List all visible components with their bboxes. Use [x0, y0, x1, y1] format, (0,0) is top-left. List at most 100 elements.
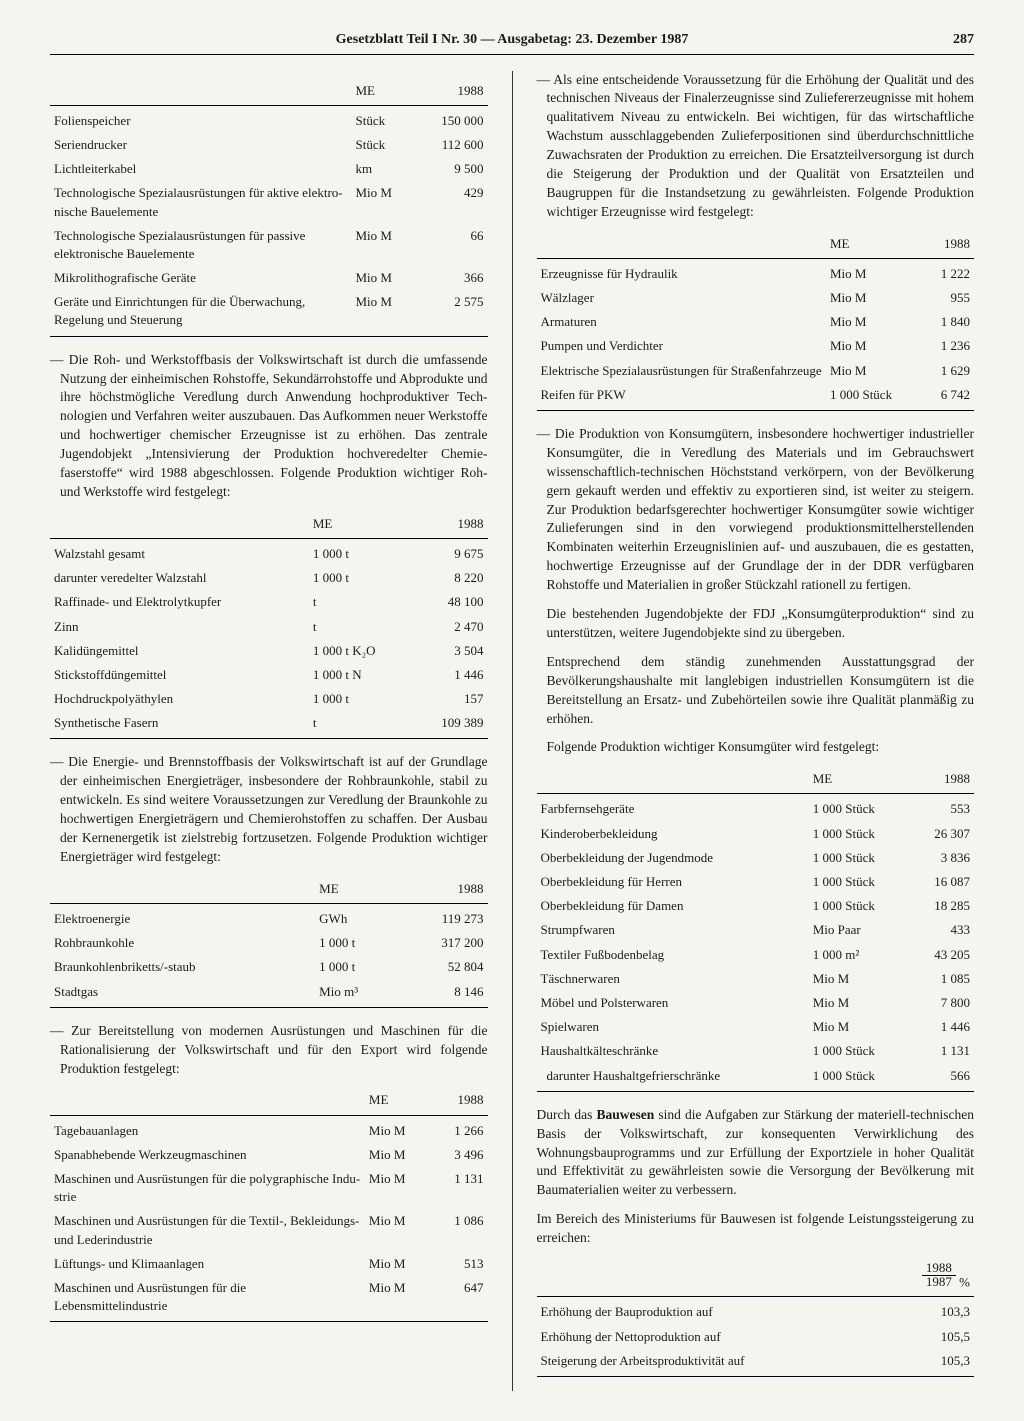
document-columns: ME 1988 FolienspeicherStück150 000Serien… [50, 71, 974, 1391]
para-energie: — Die Energie- und Brennstoffbasis der V… [60, 753, 488, 866]
frac-header: 1988 1987 [922, 1261, 956, 1290]
row-label: Erhöhung der Nettoproduktion auf [537, 1325, 882, 1349]
table-row: Synthetische Fasernt109 389 [50, 711, 488, 739]
t6-header-me: ME [809, 767, 911, 794]
row-value: 8 146 [398, 980, 487, 1008]
table-row: Zinnt2 470 [50, 615, 488, 639]
row-value: 103,3 [882, 1297, 974, 1325]
row-label: Reifen für PKW [537, 383, 826, 411]
para-konsum-a: — Die Produktion von Konsumgütern, insbe… [547, 425, 975, 595]
row-me: 1 000 Stück [809, 846, 911, 870]
table-row: Erhöhung der Nettoproduktion auf105,5 [537, 1325, 975, 1349]
row-me: t [309, 711, 413, 739]
row-value: 553 [910, 794, 974, 822]
t3-header-year: 1988 [398, 877, 487, 904]
t4-header-year: 1988 [432, 1088, 488, 1115]
row-me: 1 000 t N [309, 663, 413, 687]
row-me: Mio M [365, 1143, 432, 1167]
table-row: Maschinen und Ausrüstungen für die Texti… [50, 1209, 488, 1251]
table-row: Erhöhung der Bauproduktion auf103,3 [537, 1297, 975, 1325]
para-ausruestungen: — Zur Bereitstellung von modernen Ausrüs… [60, 1022, 488, 1079]
row-me: Mio M [826, 359, 923, 383]
row-me: GWh [315, 904, 398, 932]
header-title: Gesetzblatt Teil I Nr. 30 — Ausgabetag: … [336, 32, 689, 47]
row-label: Farbfernsehgeräte [537, 794, 809, 822]
row-value: 119 273 [398, 904, 487, 932]
row-label: Seriendrucker [50, 133, 351, 157]
para-konsum-c: Entsprechend dem ständig zunehmenden Aus… [547, 653, 975, 729]
para-konsum-b: Die bestehenden Jugendobjekte der FDJ „K… [547, 605, 975, 643]
row-label: Wälzlager [537, 286, 826, 310]
row-value: 1 629 [923, 359, 974, 383]
row-value: 433 [910, 918, 974, 942]
table-row: Hochdruckpolyäthylen1 000 t157 [50, 687, 488, 711]
table-row: darunter veredelter Walzstahl1 000 t8 22… [50, 566, 488, 590]
row-label: Walzstahl gesamt [50, 538, 309, 566]
row-label: Steigerung der Arbeitsproduktivität auf [537, 1349, 882, 1377]
table-row: Rohbraunkohle1 000 t317 200 [50, 931, 488, 955]
table-row: Haushaltkälteschränke1 000 Stück1 131 [537, 1039, 975, 1063]
row-label: Täschnerwaren [537, 967, 809, 991]
t2-header-year: 1988 [413, 512, 487, 539]
row-me: Mio Paar [809, 918, 911, 942]
table-row: Erzeugnisse für HydraulikMio M1 222 [537, 258, 975, 286]
row-me: 1 000 Stück [826, 383, 923, 411]
para-bauwesen-pre: Durch das [537, 1107, 597, 1122]
row-label: Rohbraunkohle [50, 931, 315, 955]
row-value: 429 [415, 181, 487, 223]
table-row: Elektrische Spezialausrüstun­gen für Str… [537, 359, 975, 383]
table-row: StrumpfwarenMio Paar433 [537, 918, 975, 942]
table-3: ME 1988 ElektroenergieGWh119 273Rohbraun… [50, 877, 488, 1008]
row-label: Stickstoffdüngemittel [50, 663, 309, 687]
table-row: SpielwarenMio M1 446 [537, 1015, 975, 1039]
row-value: 66 [415, 224, 487, 266]
row-me: 1 000 t [309, 687, 413, 711]
row-me: Mio M [826, 286, 923, 310]
row-value: 157 [413, 687, 487, 711]
row-value: 48 100 [413, 590, 487, 614]
row-value: 112 600 [415, 133, 487, 157]
table-row: Steigerung der Arbeitsproduktivität auf1… [537, 1349, 975, 1377]
row-label: Elektrische Spezialausrüstun­gen für Str… [537, 359, 826, 383]
row-me: Mio m³ [315, 980, 398, 1008]
table-7: 1988 1987 % Erhöhung der Bauproduktion a… [537, 1258, 975, 1377]
row-value: 1 131 [910, 1039, 974, 1063]
row-value: 3 836 [910, 846, 974, 870]
frac-bot: 1987 [926, 1274, 952, 1289]
table-row: Technologische Spezialausrü­stungen für … [50, 224, 488, 266]
row-me: 1 000 Stück [809, 870, 911, 894]
row-value: 1 446 [910, 1015, 974, 1039]
row-label: Kinderoberbekleidung [537, 822, 809, 846]
row-value: 366 [415, 266, 487, 290]
row-value: 1 236 [923, 334, 974, 358]
table-row: TäschnerwarenMio M1 085 [537, 967, 975, 991]
t5-header-year: 1988 [923, 232, 974, 259]
row-label: Oberbekleidung der Jugend­mode [537, 846, 809, 870]
row-me: Mio M [351, 290, 415, 336]
row-label: Textiler Fußbodenbelag [537, 943, 809, 967]
row-label: Oberbekleidung für Damen [537, 894, 809, 918]
row-label: Lüftungs- und Klimaanlagen [50, 1252, 365, 1276]
row-me: 1 000 Stück [809, 1039, 911, 1063]
row-me: Mio M [365, 1252, 432, 1276]
page-header: Gesetzblatt Teil I Nr. 30 — Ausgabetag: … [50, 30, 974, 55]
row-label: Lichtleiterkabel [50, 157, 351, 181]
row-me: Mio M [809, 1015, 911, 1039]
row-label: Elektroenergie [50, 904, 315, 932]
row-value: 1 840 [923, 310, 974, 334]
row-value: 317 200 [398, 931, 487, 955]
table-row: Textiler Fußbodenbelag1 000 m²43 205 [537, 943, 975, 967]
row-value: 2 575 [415, 290, 487, 336]
row-me: Stück [351, 105, 415, 133]
table-row: Kinderoberbekleidung1 000 Stück26 307 [537, 822, 975, 846]
row-me: Mio M [351, 181, 415, 223]
row-me: Mio M [351, 224, 415, 266]
table-row: Oberbekleidung für Damen1 000 Stück18 28… [537, 894, 975, 918]
t4-header-me: ME [365, 1088, 432, 1115]
row-label: darunter Haushaltgefrier­schränke [537, 1064, 809, 1092]
row-me: 1 000 Stück [809, 794, 911, 822]
row-label: Armaturen [537, 310, 826, 334]
table-2: ME 1988 Walzstahl gesamt1 000 t9 675daru… [50, 512, 488, 740]
table-row: Geräte und Einrichtungen für die Überwac… [50, 290, 488, 336]
table-row: Raffinade- und Elektrolyt­kupfert48 100 [50, 590, 488, 614]
